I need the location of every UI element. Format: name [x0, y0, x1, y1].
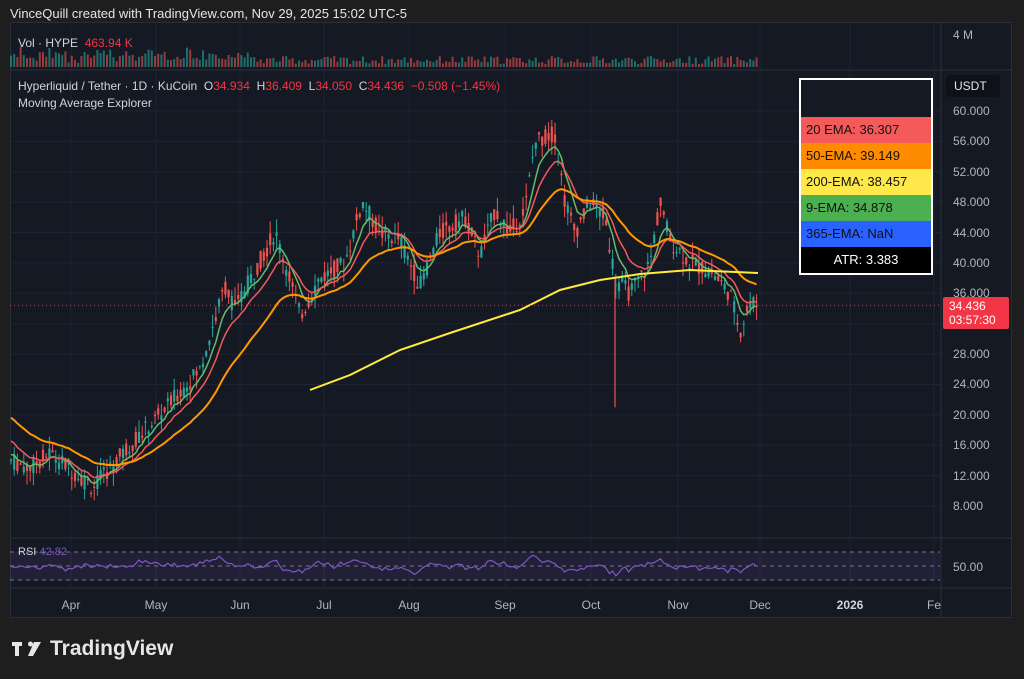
change-value: −0.508 (−1.45%): [410, 79, 501, 93]
volume-legend: Vol · HYPE 463.94 K: [18, 36, 133, 50]
price-axis-label: 60.000: [953, 104, 990, 118]
ema-table: 20 EMA: 36.307 50-EMA: 39.149 200-EMA: 3…: [799, 78, 933, 275]
time-axis-label: Jul: [316, 598, 332, 612]
price-axis-label: 24.000: [953, 377, 990, 392]
rsi-axis-label: 50.00: [953, 560, 984, 574]
time-axis-label: Fe: [926, 598, 942, 612]
time-axis-label: Jun: [230, 598, 250, 612]
price-axis-label: 16.000: [953, 438, 990, 453]
price-axis-label: 36.000: [953, 286, 990, 301]
ema20-row: 20 EMA: 36.307: [801, 117, 931, 143]
low-value: 34.050: [315, 79, 353, 93]
tradingview-logo-icon: [12, 641, 41, 656]
ema200-row: 200-EMA: 38.457: [801, 169, 931, 195]
ema9-row: 9-EMA: 34.878: [801, 195, 931, 221]
price-axis-label: 20.000: [953, 407, 990, 422]
price-axis-label: 52.000: [953, 164, 990, 179]
time-axis-label: Apr: [61, 598, 81, 612]
chart-credit: VinceQuill created with TradingView.com,…: [10, 6, 407, 21]
bar-countdown: 03:57:30: [949, 313, 996, 327]
time-axis-label: Dec: [749, 598, 771, 612]
last-price-tag: 34.436 03:57:30: [943, 297, 1009, 329]
open-value: 34.934: [213, 79, 250, 93]
atr-row: ATR: 3.383: [801, 247, 931, 273]
time-axis-label: Oct: [581, 598, 601, 612]
price-axis-label: 8.000: [953, 499, 984, 513]
time-axis-label: May: [144, 598, 168, 612]
time-axis-label: Sep: [494, 598, 516, 612]
time-axis-label: 2026: [836, 598, 864, 612]
price-axis-label: 28.000: [953, 347, 990, 362]
price-axis-label: 12.000: [953, 468, 990, 483]
ema50-row: 50-EMA: 39.149: [801, 143, 931, 169]
symbol-pair: Hyperliquid / Tether · 1D · KuCoin: [18, 79, 198, 93]
volume-value: 463.94 K: [84, 36, 133, 50]
ema365-row: 365-EMA: NaN: [801, 221, 931, 247]
price-axis-label: 48.000: [953, 195, 990, 210]
study-legend[interactable]: Moving Average Explorer: [18, 96, 152, 110]
volume-axis-label: 4 M: [953, 28, 974, 42]
time-axis-label: Aug: [398, 598, 420, 612]
time-axis-label: Nov: [667, 598, 689, 612]
close-value: 34.436: [367, 79, 405, 93]
symbol-legend[interactable]: Hyperliquid / Tether · 1D · KuCoin O34.9…: [18, 79, 501, 93]
currency-button[interactable]: USDT: [946, 75, 1000, 97]
tradingview-logo: TradingView: [12, 637, 173, 661]
high-value: 36.409: [265, 79, 302, 93]
rsi-legend[interactable]: RSI 42.82: [18, 546, 67, 558]
price-axis-label: 56.000: [953, 134, 990, 149]
rsi-value: 42.82: [39, 546, 67, 558]
price-axis-label: 44.000: [953, 225, 990, 240]
price-axis-label: 40.000: [953, 255, 990, 270]
